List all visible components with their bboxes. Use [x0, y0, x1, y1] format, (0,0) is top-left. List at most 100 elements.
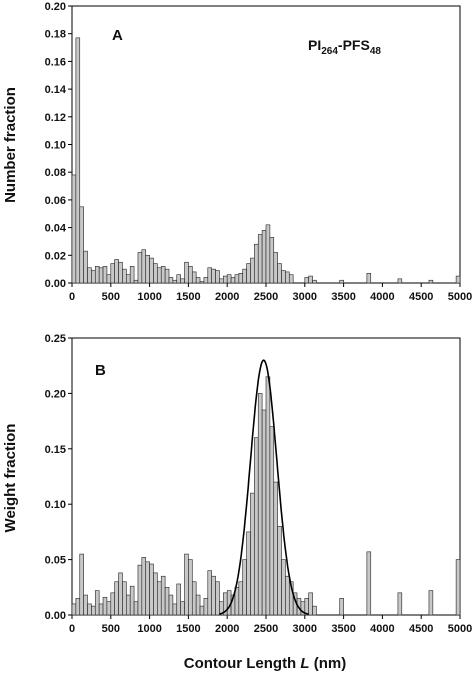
panel-a-bar: [172, 279, 178, 284]
panel-b-bar: [191, 581, 197, 616]
panel-b-bar: [176, 583, 181, 616]
panel-b-y-tick-label: 0.00: [45, 610, 66, 622]
panel-b-label: B: [95, 362, 106, 379]
panel-a-bar: [257, 234, 263, 284]
panel-a-bar: [129, 266, 135, 284]
panel-b-x-tick-label: 1500: [176, 623, 200, 635]
panel-a-bar: [184, 261, 189, 284]
panel-b-bar: [339, 598, 344, 616]
panel-a-bar: [141, 249, 147, 284]
panel-b-bar: [91, 605, 96, 616]
panel-b-bar: [261, 409, 267, 616]
panel-a-bar: [191, 271, 197, 284]
panel-b-bar: [397, 592, 403, 616]
panel-a-bar: [94, 266, 100, 284]
panel-a-bars: [71, 37, 461, 284]
panel-a-bar: [114, 259, 119, 284]
panel-a-bar: [126, 274, 131, 284]
panel-a-bar: [308, 275, 313, 284]
panel-a: 0.00 0.02 0.04 0.06 0.08 0.10 0.12 0.14 0.16 0.18…: [2, 1, 472, 303]
panel-a-bar: [118, 261, 123, 284]
panel-a-x-tick-label: 3500: [331, 291, 355, 303]
panel-b-bar: [106, 601, 112, 616]
sample-label: PI264-PFS48: [308, 37, 381, 57]
panel-a-bar: [87, 267, 92, 284]
panel-a-bar: [137, 252, 143, 284]
panel-b-x-tick-label: 2000: [215, 623, 239, 635]
panel-b-bar: [153, 572, 158, 616]
panel-a-bar: [238, 273, 244, 284]
panel-a-bar: [102, 266, 108, 284]
panel-a-bar: [207, 267, 212, 284]
panel-a-bar: [79, 206, 84, 284]
panel-b-y-axis-label: Weight fraction: [2, 424, 19, 533]
x-axis-label: Contour Length L (nm): [184, 655, 346, 672]
panel-a-x-tick-label: 2000: [215, 291, 239, 303]
panel-a-bar: [71, 174, 77, 284]
panel-b-bar: [149, 563, 154, 616]
panel-b-x-tick-label: 4500: [409, 623, 433, 635]
panel-a-bar: [215, 270, 220, 284]
panel-a-x-tick-label: 2500: [254, 291, 278, 303]
panel-b-bar: [366, 551, 372, 616]
panel-b-bar: [141, 557, 147, 616]
panel-b-bar: [203, 598, 209, 616]
panel-a-bar: [397, 278, 403, 284]
panel-b-bar: [257, 393, 263, 616]
panel-a-y-tick-label: 0.10: [45, 140, 66, 152]
panel-a-y-tick-label: 0.14: [45, 84, 67, 96]
panel-a-bar: [176, 274, 181, 284]
panel-a-bar: [281, 270, 286, 284]
panel-a-x-tick-label: 1500: [176, 291, 200, 303]
panel-a-bar: [168, 277, 174, 284]
panel-a-bar: [211, 268, 216, 284]
panel-b-x-tick-label: 4000: [370, 623, 394, 635]
panel-b-bar: [87, 603, 92, 616]
panel-b-bar: [180, 601, 185, 616]
panel-b-bar: [168, 594, 174, 616]
panel-a-bar: [234, 274, 240, 284]
panel-b-y-ticks: 0.00 0.05 0.10 0.15 0.20 0.25: [45, 333, 72, 622]
panel-b-bar: [265, 376, 271, 616]
panel-a-bar: [230, 277, 236, 284]
panel-a-label: A: [112, 27, 123, 44]
panel-b-bar: [273, 481, 278, 616]
panel-a-bar: [219, 278, 224, 284]
panel-b-bar: [455, 559, 461, 616]
panel-b-x-tick-label: 5000: [448, 623, 472, 635]
panel-b-bar: [122, 581, 127, 616]
panel-a-x-ticks: 0 500 1000 1500 2000 2500 3000 3500 4000 4500 5000: [69, 283, 472, 303]
panel-a-bar: [98, 267, 104, 284]
panel-a-bar: [285, 271, 290, 284]
panel-b-y-tick-label: 0.10: [45, 499, 66, 511]
panel-a-bar: [265, 224, 271, 284]
panel-b-bar: [312, 605, 317, 616]
panel-b-bar: [281, 559, 286, 616]
panel-a-bar: [246, 263, 251, 284]
panel-b-bar: [164, 586, 170, 616]
panel-b-bar: [428, 590, 434, 616]
panel-a-bar: [180, 278, 185, 284]
panel-b: 0.00 0.05 0.10 0.15 0.20 0.25 0 500 1000 1500 200…: [2, 333, 472, 672]
panel-b-bar: [118, 572, 123, 616]
panel-a-y-ticks: 0.00 0.02 0.04 0.06 0.08 0.10 0.12 0.14 0.16 0.18…: [45, 1, 72, 290]
panel-a-bar: [122, 268, 127, 284]
panel-b-bar: [215, 581, 220, 616]
panel-b-bar: [133, 601, 139, 616]
panel-a-x-tick-label: 4500: [409, 291, 433, 303]
panel-a-bar: [203, 277, 209, 284]
panel-b-bar: [207, 570, 212, 616]
panel-b-bar: [254, 437, 259, 616]
panel-a-bar: [188, 266, 193, 284]
panel-a-y-tick-label: 0.18: [45, 29, 66, 41]
panel-a-bar: [339, 279, 344, 284]
panel-a-bar: [157, 267, 162, 284]
panel-b-x-tick-label: 1000: [137, 623, 161, 635]
panel-a-bar: [75, 37, 81, 284]
panel-b-bar: [308, 592, 313, 616]
panel-b-bar: [195, 594, 201, 616]
panel-a-bar: [242, 268, 247, 284]
panel-b-x-ticks: 0 500 1000 1500 2000 2500 3000 3500 4000 4500 5000: [69, 615, 472, 635]
panel-b-x-tick-label: 3500: [331, 623, 355, 635]
panel-a-bar: [160, 266, 166, 284]
